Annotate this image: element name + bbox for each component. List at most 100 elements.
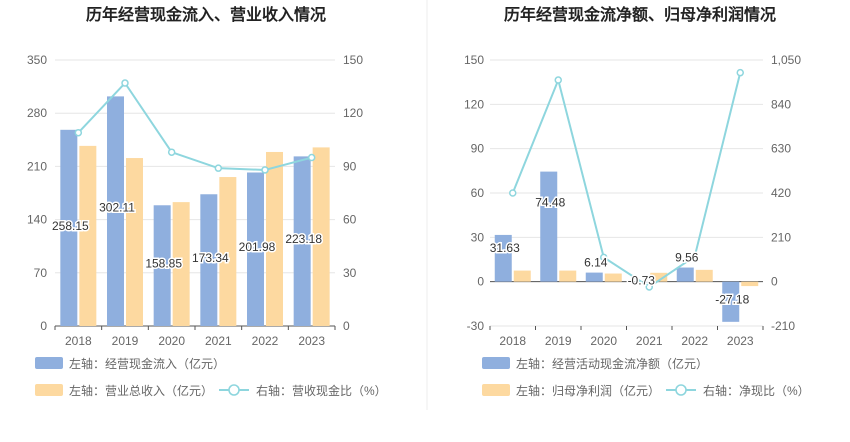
bar-secondary: [604, 273, 622, 282]
legend-swatch-bar-secondary: [35, 384, 63, 396]
left-axis-tick-label: 150: [464, 53, 484, 67]
bar-primary: [247, 172, 264, 326]
ratio-line: [511, 72, 742, 289]
ratio-line-point: [554, 76, 562, 84]
right-axis-tick-label: 840: [771, 97, 791, 111]
left-axis-tick-label: 0: [477, 275, 484, 289]
bar-data-label: 9.56: [675, 251, 699, 265]
right-axis-tick-label: 60: [343, 213, 357, 227]
legend-label: 右轴：营收现金比（%）: [256, 383, 387, 398]
ratio-line-point: [214, 164, 223, 172]
bar-primary: [293, 156, 311, 326]
left-axis-tick-label: 120: [464, 97, 484, 111]
x-tick-label: 2022: [252, 334, 279, 348]
chart-2-legend: 左轴：经营活动现金流净额（亿元） 左轴：归母净利润（亿元） 右轴：净现比（%）: [482, 356, 810, 398]
ratio-line: [77, 81, 312, 171]
x-tick-label: 2020: [158, 334, 185, 348]
ratio-line-point: [307, 153, 316, 162]
left-axis-tick-label: 30: [471, 230, 485, 244]
legend-label: 左轴：经营活动现金流净额（亿元）: [516, 356, 708, 371]
ratio-line-point: [509, 189, 517, 197]
x-tick-label: 2023: [298, 334, 325, 348]
bar-secondary: [79, 145, 97, 326]
bar-secondary: [172, 202, 190, 326]
ratio-line-point: [600, 253, 608, 262]
bar-data-label: -27.18: [715, 293, 749, 307]
ratio-line-point: [261, 166, 269, 174]
chart-1-legend: 左轴：经营现金流入（亿元） 左轴：营业总收入（亿元） 右轴：营收现金比（%）: [35, 356, 387, 398]
legend-swatch-line-marker: [228, 384, 240, 396]
ratio-line-point: [645, 283, 653, 291]
chart-1: 0 0 70 30 140 60 210 90 280 120 350 150 2018 2019 2020…: [27, 53, 363, 348]
ratio-line-point: [736, 68, 744, 77]
left-axis-tick-label: 60: [471, 186, 485, 200]
ratio-line-point: [167, 148, 176, 156]
bar-primary: [494, 234, 512, 282]
bar-data-label: 158.85: [145, 257, 182, 271]
bar-primary: [153, 205, 171, 326]
right-axis-tick-label: 0: [343, 319, 350, 333]
left-axis-tick-label: 90: [471, 142, 485, 156]
bar-data-label: 31.63: [490, 241, 520, 255]
x-tick-label: 2021: [636, 334, 663, 348]
right-axis-tick-label: 150: [343, 53, 363, 67]
left-axis-tick-label: 280: [27, 106, 47, 120]
right-axis-tick-label: 420: [771, 186, 791, 200]
right-axis-tick-label: 90: [343, 159, 357, 173]
x-tick-label: 2018: [499, 334, 526, 348]
left-axis-tick-label: 350: [27, 53, 47, 67]
right-axis-tick-label: 210: [771, 230, 791, 244]
chart-1-title: 历年经营现金流入、营业收入情况: [86, 5, 326, 24]
legend-swatch-bar-primary: [482, 357, 510, 369]
ratio-line-point: [121, 79, 129, 87]
legend-label: 右轴：净现比（%）: [703, 383, 810, 398]
right-axis-tick-label: -210: [771, 319, 795, 333]
bar-data-label: 173.34: [192, 251, 229, 265]
chart-2: -30 -210 0 0 30 210 60 420 90 630 120 840 150 1,050 20…: [464, 53, 801, 348]
bar-secondary: [219, 177, 237, 326]
legend-label: 左轴：归母净利润（亿元）: [516, 383, 660, 398]
right-axis-tick-label: 0: [771, 275, 778, 289]
bar-secondary: [741, 281, 759, 287]
bar-data-label: 258.15: [52, 219, 89, 233]
bar-secondary: [266, 151, 283, 326]
chart-2-title: 历年经营现金流净额、归母净利润情况: [504, 5, 776, 24]
bar-primary: [200, 194, 218, 326]
ratio-line-point: [74, 128, 83, 137]
bar-data-label: -0.73: [628, 274, 656, 288]
right-axis-tick-label: 1,050: [771, 53, 801, 67]
right-axis-tick-label: 30: [343, 266, 357, 280]
bar-data-label: 302.11: [99, 200, 135, 214]
bar-secondary: [695, 269, 713, 282]
legend-label: 左轴：经营现金流入（亿元）: [69, 356, 225, 371]
x-tick-label: 2020: [590, 334, 617, 348]
bar-primary: [540, 171, 558, 282]
legend-swatch-bar-primary: [35, 357, 63, 369]
x-tick-label: 2019: [545, 334, 572, 348]
x-tick-label: 2021: [205, 334, 232, 348]
x-tick-label: 2019: [112, 334, 139, 348]
bar-secondary: [650, 272, 668, 282]
legend-label: 左轴：营业总收入（亿元）: [69, 383, 213, 398]
right-axis-tick-label: 120: [343, 106, 363, 120]
x-tick-label: 2022: [681, 334, 708, 348]
bar-primary: [60, 129, 78, 326]
bar-data-label: 6.14: [584, 256, 608, 270]
left-axis-tick-label: 210: [27, 159, 47, 173]
bar-primary: [631, 281, 649, 283]
ratio-line-point: [691, 252, 699, 261]
bar-data-label: 74.48: [535, 195, 565, 209]
bar-secondary: [513, 270, 531, 282]
bar-primary: [107, 96, 124, 327]
bar-primary: [722, 281, 740, 322]
left-axis-tick-label: -30: [467, 319, 485, 333]
bar-primary: [676, 267, 694, 282]
x-tick-label: 2018: [65, 334, 92, 348]
bar-secondary: [126, 158, 143, 326]
right-axis-tick-label: 630: [771, 142, 791, 156]
left-axis-tick-label: 0: [40, 319, 47, 333]
bar-secondary: [559, 270, 577, 282]
x-tick-label: 2023: [727, 334, 754, 348]
